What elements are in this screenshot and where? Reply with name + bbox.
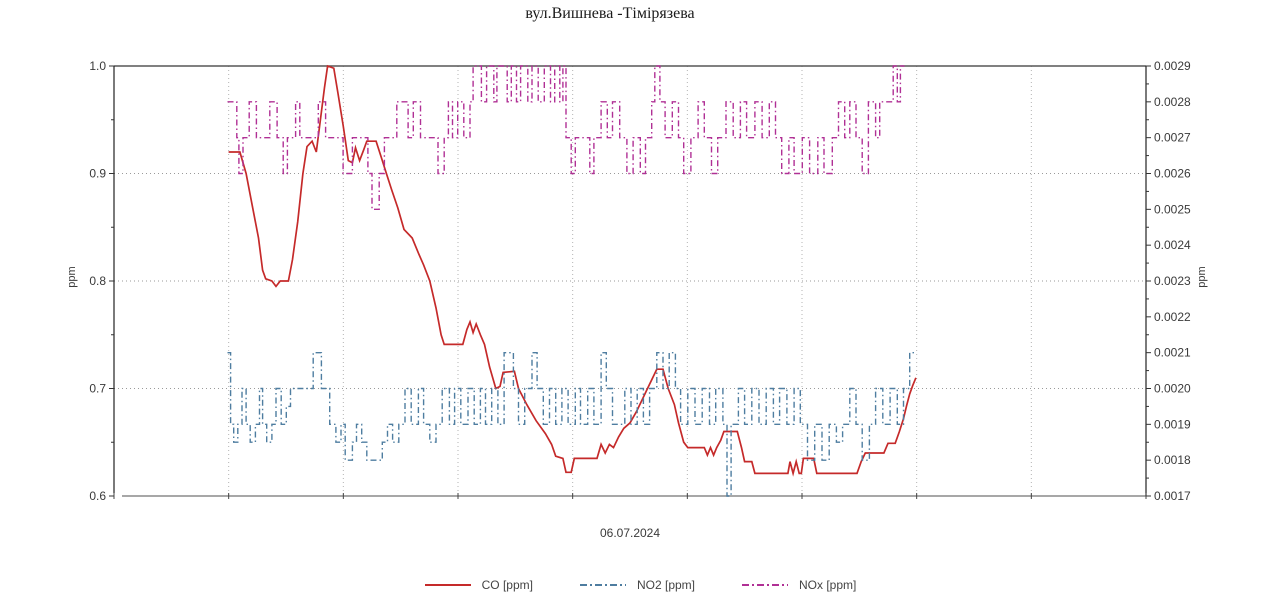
nox-line-swatch (742, 584, 789, 586)
legend-item-nox: NOx [ppm] (741, 578, 856, 592)
legend-label-nox: NOx [ppm] (799, 578, 857, 592)
legend-item-co: CO [ppm] (424, 578, 533, 592)
right-axis-tick-label: 0.0029 (1154, 59, 1191, 73)
right-axis-tick-label: 0.0028 (1154, 95, 1191, 109)
legend-item-no2: NO2 [ppm] (579, 578, 695, 592)
x-axis-title: 06.07.2024 (599, 526, 661, 540)
right-axis-tick-label: 0.0024 (1154, 238, 1191, 252)
right-axis-title: ppm (1196, 266, 1208, 288)
right-axis-tick-label: 0.0022 (1154, 310, 1191, 324)
right-axis-tick-label: 0.0021 (1154, 346, 1191, 360)
right-axis-tick-label: 0.0017 (1154, 489, 1191, 503)
left-axis-tick-label: 0.9 (89, 167, 106, 181)
chart-canvas: 1.0 0.9 0.8 0.7 0.6 0.0029 0.0028 0.0027 0.0026 0… (89, 59, 1191, 503)
legend-label-co: CO [ppm] (481, 578, 533, 592)
right-axis-tick-label: 0.0023 (1154, 274, 1191, 288)
left-axis-tick-label: 0.6 (89, 489, 106, 503)
series-line-nox (227, 65, 905, 210)
right-axis-tick-label: 0.0019 (1154, 417, 1191, 431)
right-axis-tick-label: 0.0026 (1154, 167, 1191, 181)
right-axis-tick-label: 0.0025 (1154, 202, 1191, 216)
left-axis-tick-label: 0.8 (89, 274, 106, 288)
chart-legend: CO [ppm] NO2 [ppm] NOx [ppm] (0, 578, 1280, 592)
series-line-no2 (227, 352, 916, 497)
co-line-swatch (424, 584, 471, 586)
right-axis-tick-label: 0.0018 (1154, 453, 1191, 467)
chart-title: вул.Вишнева -Тімірязева (525, 5, 695, 22)
legend-label-no2: NO2 [ppm] (636, 578, 696, 592)
left-axis-title: ppm (66, 266, 78, 288)
left-axis-tick-label: 0.7 (89, 382, 106, 396)
right-axis-tick-label: 0.0020 (1154, 382, 1191, 396)
series-line-co (228, 64, 917, 477)
right-axis-tick-label: 0.0027 (1154, 131, 1191, 145)
left-axis-tick-label: 1.0 (89, 59, 106, 73)
no2-line-swatch (579, 584, 626, 586)
